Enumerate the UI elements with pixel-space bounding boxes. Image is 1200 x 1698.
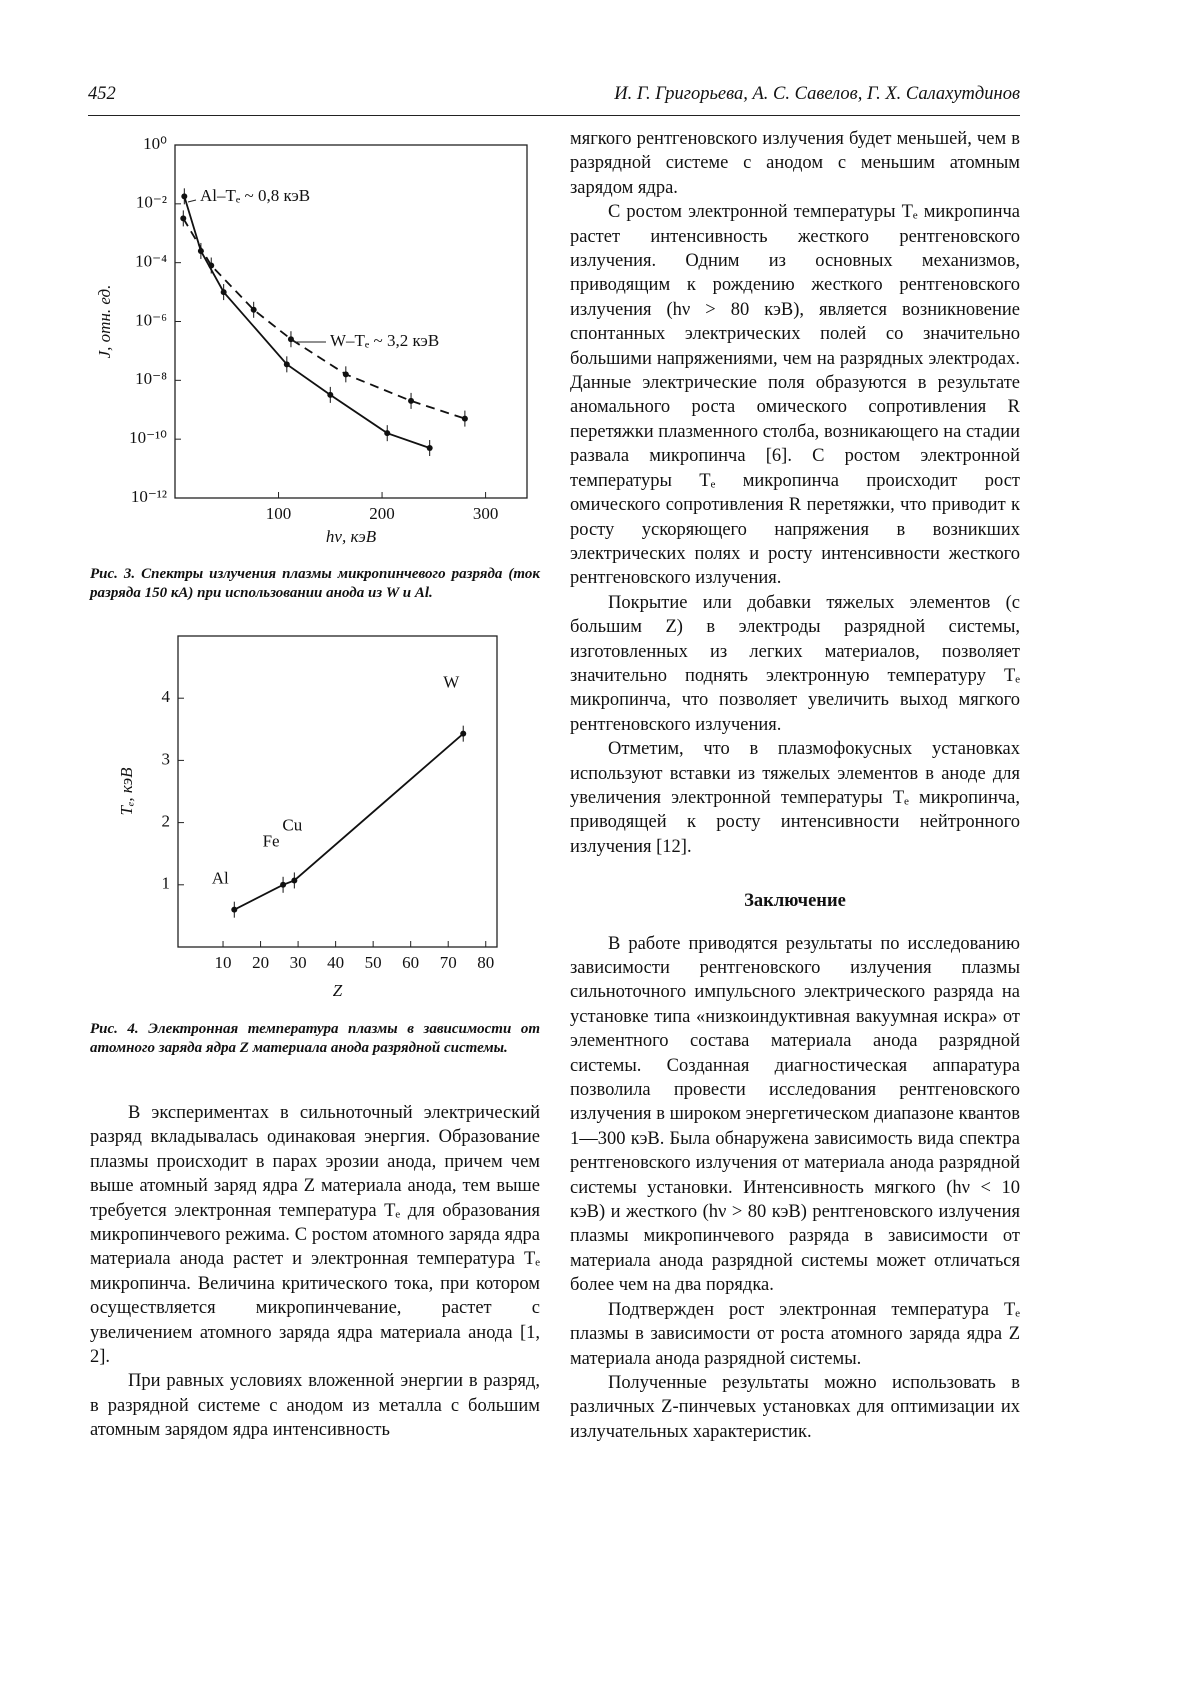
- caption: Рис. 3. Спектры излучения плазмы микропи…: [90, 566, 540, 601]
- y-tick-label: 2: [162, 812, 171, 831]
- y-axis-label: J, отн. ед.: [95, 285, 114, 359]
- x-tick-label: 70: [440, 953, 457, 972]
- paragraph: С ростом электронной температуры Tₑ микр…: [570, 202, 1020, 589]
- plot-frame: [177, 635, 498, 948]
- y-tick-label: 1: [162, 874, 171, 893]
- x-tick-label: 10: [215, 953, 232, 972]
- y-tick-label: 10⁻¹²: [131, 487, 167, 506]
- series-label: W–Tₑ ~ 3,2 кэВ: [330, 331, 439, 350]
- page-number: 452: [88, 84, 116, 104]
- series-label: Al–Tₑ ~ 0,8 кэВ: [200, 186, 310, 205]
- y-tick-label: 10⁻⁸: [135, 369, 167, 388]
- point-label: Al: [212, 869, 229, 888]
- paragraph: В работе приводятся результаты по исслед…: [570, 933, 1020, 1296]
- x-tick-label: 300: [473, 504, 499, 523]
- x-tick-label: 40: [327, 953, 344, 972]
- paragraph: В экспериментах в сильноточный электриче…: [90, 1103, 540, 1368]
- header-rule: [88, 115, 1020, 116]
- x-tick-label: 30: [290, 953, 307, 972]
- paragraph: Отметим, что в плазмофокусных установках…: [570, 739, 1020, 857]
- x-tick-label: 100: [266, 504, 292, 523]
- paragraph: Покрытие или добавки тяжелых элементов (…: [570, 592, 1020, 735]
- running-head: И. Г. Григорьева, А. С. Савелов, Г. Х. С…: [614, 84, 1020, 104]
- point-label: W: [443, 673, 460, 692]
- y-tick-label: 10⁰: [143, 134, 167, 153]
- x-axis-label: hν, кэВ: [326, 527, 377, 546]
- y-tick-label: 10⁻¹⁰: [129, 428, 167, 447]
- y-tick-label: 10⁻⁴: [135, 252, 167, 271]
- x-tick-label: 200: [369, 504, 395, 523]
- paragraph: мягкого рентгеновского излучения будет м…: [570, 129, 1020, 198]
- y-tick-label: 4: [162, 687, 171, 706]
- figure-3: 100 200 300 10⁰ 10⁻² 10⁻⁴ 10⁻⁶ 10⁻⁸ 10⁻¹⁰ 10⁻¹² hν…: [95, 134, 528, 546]
- paragraph: Подтвержден рост электронная температура…: [570, 1299, 1020, 1369]
- caption: Рис. 4. Электронная температура плазмы в…: [90, 1021, 540, 1056]
- x-tick-label: 80: [477, 953, 494, 972]
- y-axis-label: Tₑ, кэВ: [117, 767, 136, 816]
- x-tick-label: 60: [402, 953, 419, 972]
- x-tick-label: 50: [365, 953, 382, 972]
- series-line: [183, 196, 430, 449]
- section-title: Заключение: [744, 891, 846, 912]
- left-column: В экспериментах в сильноточный электриче…: [90, 1101, 540, 1443]
- point-label: Fe: [263, 832, 280, 851]
- label-leader: [187, 199, 197, 203]
- point-label: Cu: [282, 815, 302, 834]
- series-line: [233, 732, 464, 911]
- x-tick-label: 20: [252, 953, 269, 972]
- x-axis-label: Z: [333, 981, 343, 1000]
- paragraph: Полученные результаты можно использовать…: [570, 1372, 1020, 1442]
- right-column: мягкого рентгеновского излучения будет м…: [570, 127, 1020, 1444]
- y-tick-label: 10⁻²: [136, 193, 167, 212]
- y-tick-label: 3: [162, 749, 171, 768]
- y-tick-label: 10⁻⁶: [135, 310, 167, 329]
- series-line: [182, 217, 466, 420]
- paragraph: При равных условиях вложенной энергии в …: [90, 1371, 540, 1441]
